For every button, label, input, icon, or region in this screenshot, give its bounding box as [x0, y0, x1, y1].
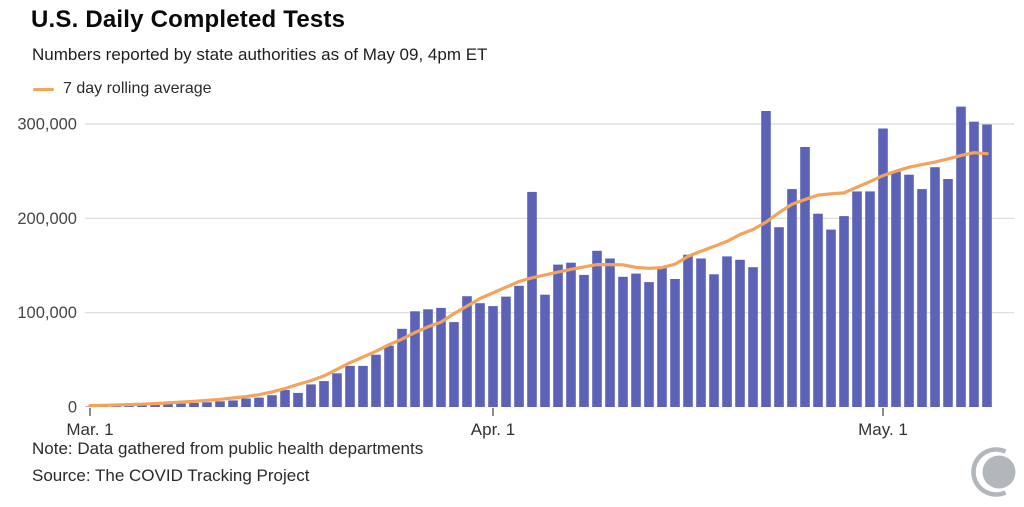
bar [917, 189, 927, 407]
bar [436, 307, 446, 407]
bar [150, 404, 160, 407]
bar [904, 174, 914, 407]
bar [462, 296, 472, 407]
bar [319, 381, 329, 407]
bar [176, 403, 186, 407]
legend-label: 7 day rolling average [63, 80, 212, 97]
bar [254, 397, 264, 407]
bar [514, 285, 524, 407]
bar [956, 106, 966, 407]
bar [371, 354, 381, 407]
bar [566, 262, 576, 407]
bar [709, 274, 719, 407]
bar [826, 229, 836, 407]
bars-group [85, 106, 992, 407]
bar [969, 121, 979, 407]
bar [579, 274, 589, 407]
y-axis-label: 200,000 [17, 210, 77, 228]
bar [982, 124, 992, 407]
bar [631, 273, 641, 407]
x-axis-label: Mar. 1 [66, 420, 113, 439]
bar [384, 345, 394, 407]
bar [839, 216, 849, 407]
bar [410, 311, 420, 407]
bar [124, 405, 134, 407]
x-axis: Mar. 1 Apr. 1 May. 1 [66, 408, 908, 439]
page-title: U.S. Daily Completed Tests [31, 6, 346, 33]
bar [800, 147, 810, 407]
bar [813, 213, 823, 407]
x-axis-label: May. 1 [858, 420, 908, 439]
bar [878, 128, 888, 407]
bar [527, 191, 537, 407]
bar [423, 309, 433, 407]
bar [735, 259, 745, 407]
bar [605, 258, 615, 407]
rolling-average-group [88, 151, 989, 408]
bar [293, 392, 303, 407]
bar [852, 191, 862, 407]
bar [241, 398, 251, 407]
logo-circle [982, 455, 1016, 489]
bar [202, 402, 212, 407]
bar [280, 390, 290, 407]
bar [722, 256, 732, 407]
bar [189, 402, 199, 407]
x-axis-label: Apr. 1 [471, 420, 515, 439]
bar [644, 282, 654, 407]
bar [865, 191, 875, 407]
bar [267, 395, 277, 407]
bar [657, 267, 667, 407]
covid-tracking-project-logo [971, 447, 1016, 497]
bar [215, 401, 225, 407]
bar [540, 294, 550, 407]
bar [137, 405, 147, 407]
legend: 7 day rolling average [33, 80, 212, 98]
bar [488, 306, 498, 407]
y-axis-label: 0 [68, 399, 77, 417]
bar [553, 264, 563, 407]
bar [163, 404, 173, 407]
bar [397, 328, 407, 407]
y-axis-label: 100,000 [17, 304, 77, 322]
bar [696, 258, 706, 407]
bar [358, 365, 368, 407]
bar [345, 365, 355, 407]
y-axis-label: 300,000 [17, 116, 77, 134]
bar [501, 296, 511, 407]
bar [306, 384, 316, 407]
bar [774, 227, 784, 407]
rolling-average-line [88, 151, 989, 408]
bar [787, 189, 797, 407]
bar [761, 111, 771, 407]
page-subtitle: Numbers reported by state authorities as… [32, 45, 488, 64]
bar [475, 303, 485, 407]
bar [943, 179, 953, 407]
bar [618, 276, 628, 407]
bar [592, 250, 602, 407]
note-text: Note: Data gathered from public health d… [32, 439, 424, 458]
bar [449, 322, 459, 407]
bar [670, 279, 680, 407]
bar [332, 373, 342, 407]
gridlines-group: 0 100,000 200,000 300,000 [17, 116, 1014, 417]
bar [228, 400, 238, 407]
bar [748, 267, 758, 407]
line-swatch-icon [33, 87, 54, 91]
bar [891, 171, 901, 407]
bar [683, 254, 693, 407]
bar [930, 167, 940, 407]
source-text: Source: The COVID Tracking Project [32, 466, 310, 485]
logo-arc [971, 447, 1007, 497]
